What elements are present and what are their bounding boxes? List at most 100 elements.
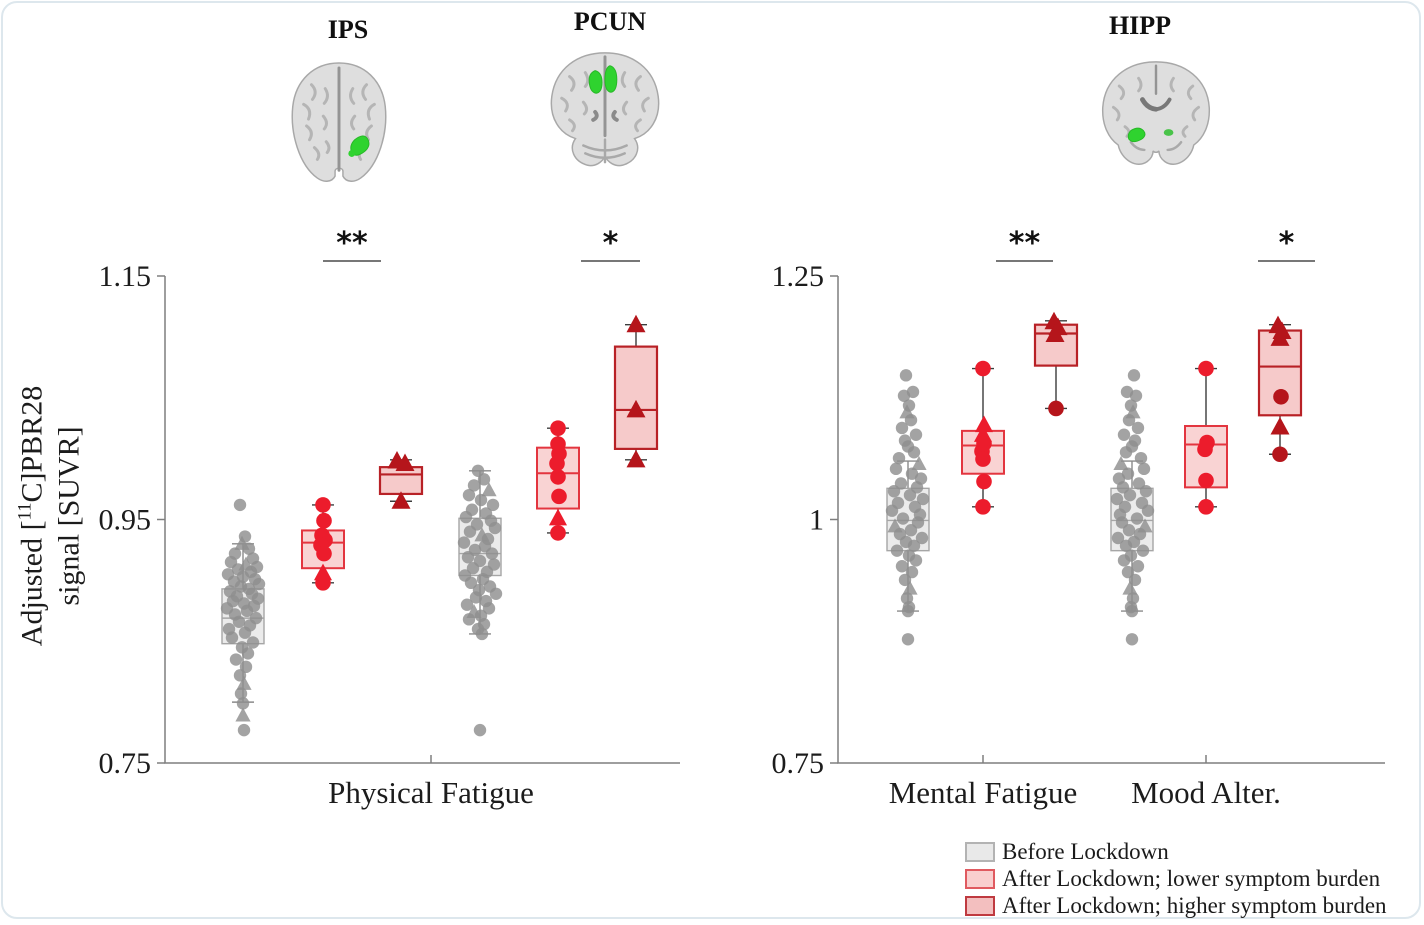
data-point-circle [467, 479, 481, 492]
data-point-circle [901, 633, 915, 646]
data-point-circle [903, 488, 917, 502]
data-point-circle [1123, 488, 1137, 502]
data-point-circle [895, 560, 909, 573]
data-point-triangle [902, 580, 918, 595]
data-point-circle [457, 536, 471, 549]
y-tick-label: 1.15 [99, 260, 152, 293]
data-point-circle [898, 573, 912, 587]
legend-label: Before Lockdown [1002, 838, 1169, 864]
data-point-circle [1128, 573, 1142, 587]
data-point-circle [897, 389, 911, 403]
data-point-circle [892, 451, 906, 465]
data-point-circle [550, 420, 566, 436]
data-point-circle [909, 554, 923, 567]
data-point-circle [889, 462, 903, 476]
brain-pcun-image [550, 52, 660, 167]
data-point-circle [315, 575, 331, 591]
data-point-circle [1122, 413, 1136, 427]
data-point-circle [1125, 633, 1139, 646]
data-point-circle [1134, 451, 1148, 465]
data-point-triangle [626, 449, 646, 468]
legend-swatch [965, 895, 995, 916]
data-point-circle [489, 587, 503, 600]
brain-hipp-image [1102, 61, 1210, 165]
data-point-triangle [548, 508, 568, 526]
data-point-circle [482, 602, 496, 615]
data-point-circle [976, 473, 992, 490]
data-point-circle [237, 723, 251, 737]
data-point-triangle [626, 399, 646, 418]
data-point-circle [459, 510, 473, 524]
data-point-circle [1198, 360, 1214, 377]
hipp-activation-blob-left [1127, 127, 1146, 143]
legend-swatch [965, 841, 995, 862]
data-point-circle [1125, 604, 1139, 618]
legend-label: After Lockdown; lower symptom burden [1002, 865, 1381, 891]
data-point-circle [1198, 472, 1214, 489]
data-point-circle [1273, 388, 1289, 405]
data-point-triangle [391, 491, 411, 509]
data-point-circle [475, 627, 489, 641]
data-point-circle [904, 524, 918, 537]
brain-sulci [560, 71, 650, 133]
data-point-circle [904, 413, 918, 427]
region-label-ips: IPS [327, 15, 369, 44]
data-point-circle [975, 451, 991, 467]
data-point-circle [916, 492, 930, 506]
data-point-circle [464, 576, 478, 590]
brain-ventricles [1140, 97, 1172, 112]
significance-label: ** [1009, 226, 1041, 261]
brain-ips-image [291, 62, 387, 182]
legend-item-0: Before Lockdown [965, 838, 1387, 865]
data-point-circle [975, 360, 991, 377]
significance-label: ** [336, 226, 368, 261]
data-point-circle [486, 498, 500, 512]
data-point-circle [890, 544, 904, 557]
data-point-circle [1119, 539, 1133, 552]
data-point-circle [1117, 428, 1131, 441]
pcun-activation-blob-left [588, 70, 603, 94]
data-point-circle [1127, 369, 1141, 382]
brain-ventricles [591, 110, 619, 122]
data-point-triangle [1270, 416, 1290, 435]
data-point-circle [315, 497, 331, 513]
data-point-triangle [395, 453, 415, 471]
data-point-circle [233, 498, 247, 512]
ips-activation-blob [350, 135, 370, 156]
box [613, 345, 659, 450]
boxplot-ips-after-higher [378, 451, 424, 509]
data-point-circle [1131, 560, 1145, 573]
legend-label: After Lockdown; higher symptom burden [1002, 892, 1387, 918]
data-point-triangle [626, 314, 646, 333]
data-point-circle [907, 539, 921, 552]
pcun-activation-blob-right [604, 65, 618, 93]
region-label-pcun: PCUN [573, 7, 647, 36]
box [378, 466, 424, 496]
data-point-circle [488, 521, 502, 535]
data-point-triangle [1113, 455, 1129, 470]
data-point-circle [316, 512, 332, 529]
data-point-circle [232, 615, 246, 628]
data-point-circle [1130, 512, 1144, 525]
y-tick-label: 0.75 [99, 747, 152, 780]
data-point-triangle [974, 415, 994, 433]
brain-sulci [1111, 76, 1201, 138]
y-tick-label: 0.75 [772, 747, 825, 780]
data-point-circle [1197, 441, 1213, 458]
x-tick-label: Physical Fatigue [328, 775, 534, 810]
significance-label: * [1279, 226, 1295, 261]
y-tick-label: 0.95 [99, 504, 152, 537]
data-point-circle [316, 545, 332, 562]
hipp-activation-blob-right [1163, 129, 1174, 136]
temporal-folds [1129, 140, 1183, 152]
data-point-circle [1139, 485, 1153, 498]
data-point-triangle [236, 675, 252, 690]
y-tick-label: 1 [809, 504, 824, 537]
data-point-triangle [1270, 328, 1290, 346]
data-point-circle [975, 499, 991, 515]
boxplot-hipp-mf-after-lower [961, 360, 1005, 515]
data-point-triangle [235, 707, 251, 722]
data-point-triangle [1122, 580, 1138, 595]
data-point-circle [1136, 544, 1150, 557]
